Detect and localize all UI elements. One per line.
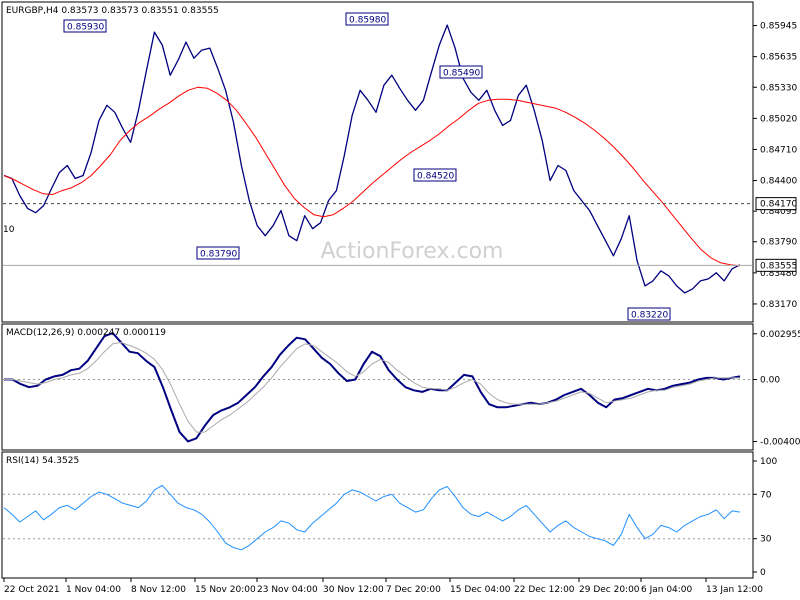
price-series-line — [3, 86, 741, 267]
price-annotation-label: 0.83790 — [200, 250, 237, 260]
price-annotation-label: 0.85980 — [349, 16, 386, 26]
price-annotation-box — [439, 65, 483, 79]
price-y-tick-label: 0.84400 — [760, 177, 797, 187]
x-axis: 22 Oct 2021 1 Nov 04:00 8 Nov 12:00 15 Nov … — [3, 578, 763, 595]
price-annotation-label: 0.85490 — [443, 69, 480, 79]
price-annotation-label: 0.83220 — [631, 311, 668, 321]
price-chart-title: EURGBP,H4 0.83573 0.83573 0.83551 0.8355… — [6, 6, 219, 16]
price-annotation-label: 0.85930 — [67, 23, 104, 33]
price-y-tick-label: 0.85945 — [760, 22, 797, 32]
price-annotation-box — [413, 168, 457, 182]
macd-y-tick-label: 0.002955 — [760, 330, 800, 340]
price-y-tick-label: 0.85330 — [760, 83, 797, 93]
x-tick-label: 13 Jan 12:00 — [706, 585, 763, 595]
rsi-chart-title: RSI(14) 54.3525 — [6, 456, 79, 466]
price-annotation-box — [196, 246, 240, 260]
x-tick-label: 1 Nov 04:00 — [66, 585, 121, 595]
x-tick-label: 8 Nov 12:00 — [131, 585, 186, 595]
price-series-line — [3, 24, 741, 294]
price-annotation-box — [627, 307, 671, 321]
watermark: ActionForex.com — [321, 239, 504, 264]
current-price-label: 0.83555 — [760, 261, 797, 271]
x-tick-label: 22 Oct 2021 — [4, 585, 60, 595]
x-tick-label: 22 Dec 12:00 — [514, 585, 575, 595]
price-y-tick-label: 0.85020 — [760, 114, 797, 124]
macd-panel-frame — [1, 323, 754, 451]
x-tick-label: 7 Dec 20:00 — [386, 585, 441, 595]
x-tick-label: 6 Jan 04:00 — [641, 585, 693, 595]
rsi-series-line — [3, 484, 741, 551]
rsi-y-tick-label: 30 — [760, 535, 772, 545]
rsi-y-tick-label: 0 — [760, 568, 766, 578]
price-annotation-label: 0.84520 — [417, 172, 454, 182]
price-layer: 0.85945 0.85635 0.85330 0.85020 0.84710 0.844… — [3, 12, 797, 321]
price-y-tick-label: 0.83170 — [760, 300, 797, 310]
x-tick-label: 15 Dec 04:00 — [450, 585, 511, 595]
price-y-tick-label: 0.85635 — [760, 53, 797, 63]
macd-series-line — [4, 341, 740, 433]
price-y-tick-label: 0.84095 — [760, 207, 797, 217]
price-y-tick-label: 0.84710 — [760, 145, 797, 155]
rsi-panel-frame — [1, 451, 754, 579]
price-annotation-box — [63, 19, 107, 33]
macd-y-tick-label: 0.00 — [760, 375, 780, 385]
x-tick-label: 29 Dec 20:00 — [579, 585, 640, 595]
price-y-tick-label: 0.83790 — [760, 238, 797, 248]
price-y-tick-label: 0.83480 — [760, 269, 797, 279]
price-annotation-box — [345, 12, 389, 26]
macd-chart-title: MACD(12,26,9) 0.000247 0.000119 — [6, 328, 166, 338]
current-price-box — [755, 258, 797, 272]
rsi-y-tick-label: 100 — [760, 457, 777, 467]
rsi-layer: 100 70 30 0 — [3, 457, 777, 578]
support-level-box — [755, 197, 797, 211]
macd-series-line — [4, 332, 741, 443]
x-tick-label: 15 Nov 20:00 — [195, 585, 256, 595]
rsi-y-tick-label: 70 — [760, 490, 772, 500]
price-panel-frame — [1, 1, 754, 323]
macd-layer: 0.002955 0.00 -0.004009 — [3, 330, 800, 447]
x-tick-label: 23 Nov 04:00 — [257, 585, 318, 595]
macd-y-tick-label: -0.004009 — [760, 437, 800, 447]
x-tick-label: 30 Nov 12:00 — [323, 585, 384, 595]
left-edge-label: 10 — [3, 225, 15, 235]
support-level-label: 0.84170 — [760, 200, 797, 210]
